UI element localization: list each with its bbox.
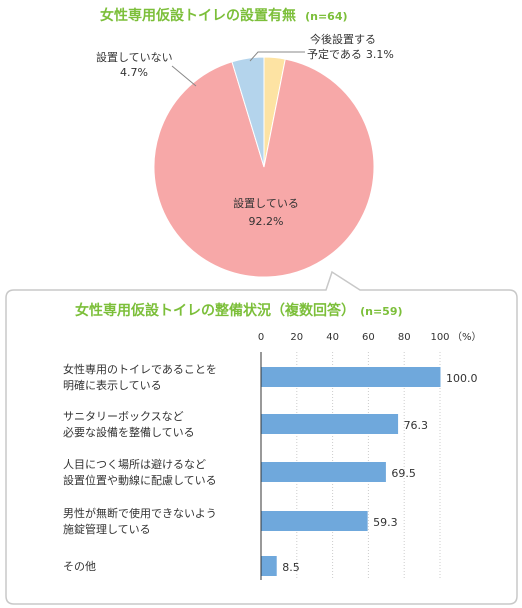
x-tick-label: 100 bbox=[430, 332, 449, 343]
category-label: 施錠管理している bbox=[63, 522, 151, 536]
bar-title: 女性専用仮設トイレの整備状況（複数回答） (n=59) bbox=[75, 300, 403, 319]
category-label: 人目につく場所は避けるなど bbox=[63, 457, 206, 471]
bar bbox=[261, 367, 441, 387]
bar-value-label: 59.3 bbox=[373, 516, 398, 529]
bar-value-label: 8.5 bbox=[282, 561, 300, 574]
bar-value-label: 69.5 bbox=[391, 467, 416, 480]
category-label: サニタリーボックスなど bbox=[63, 410, 184, 423]
x-tick-label: 0 bbox=[258, 332, 264, 343]
x-tick-label: 20 bbox=[290, 332, 303, 343]
pie-value-not-installed: 4.7% bbox=[120, 66, 148, 79]
x-tick-label: 60 bbox=[362, 332, 375, 343]
category-label: 必要な設備を整備している bbox=[63, 425, 195, 439]
bar-value-label: 76.3 bbox=[404, 419, 429, 432]
category-label: その他 bbox=[63, 560, 96, 573]
bar bbox=[261, 511, 368, 531]
category-label: 女性専用のトイレであることを bbox=[63, 362, 217, 376]
bar bbox=[261, 414, 399, 434]
pie-title: 女性専用仮設トイレの設置有無 (n=64) bbox=[100, 5, 348, 24]
bar-value-label: 100.0 bbox=[446, 372, 478, 385]
x-tick-label: 80 bbox=[398, 332, 411, 343]
pie-slice-not-installed bbox=[231, 56, 265, 168]
pie-label-planned-line1: 今後設置する bbox=[310, 32, 376, 46]
category-label: 明確に表示している bbox=[63, 378, 162, 392]
axis-unit: （%） bbox=[452, 331, 482, 343]
pie-label-planned-line2: 予定である 3.1% bbox=[307, 47, 394, 61]
pie-value-installed: 92.2% bbox=[249, 215, 284, 228]
leader-line-not-installed bbox=[171, 65, 197, 87]
pie-label-not-installed: 設置していない bbox=[96, 50, 173, 64]
pie-labels: 設置していない 4.7% 今後設置する 予定である 3.1% 設置している 92.… bbox=[96, 32, 394, 228]
bar bbox=[261, 462, 386, 482]
bar bbox=[261, 556, 277, 576]
pie-slice-installed bbox=[153, 58, 375, 278]
category-label: 設置位置や動線に配慮している bbox=[63, 473, 217, 487]
leader-line-planned bbox=[249, 51, 305, 62]
category-label: 男性が無断で使用できないよう bbox=[63, 506, 217, 520]
pie-label-installed: 設置している bbox=[233, 196, 299, 210]
pie-chart bbox=[153, 56, 375, 278]
x-tick-label: 40 bbox=[326, 332, 339, 343]
